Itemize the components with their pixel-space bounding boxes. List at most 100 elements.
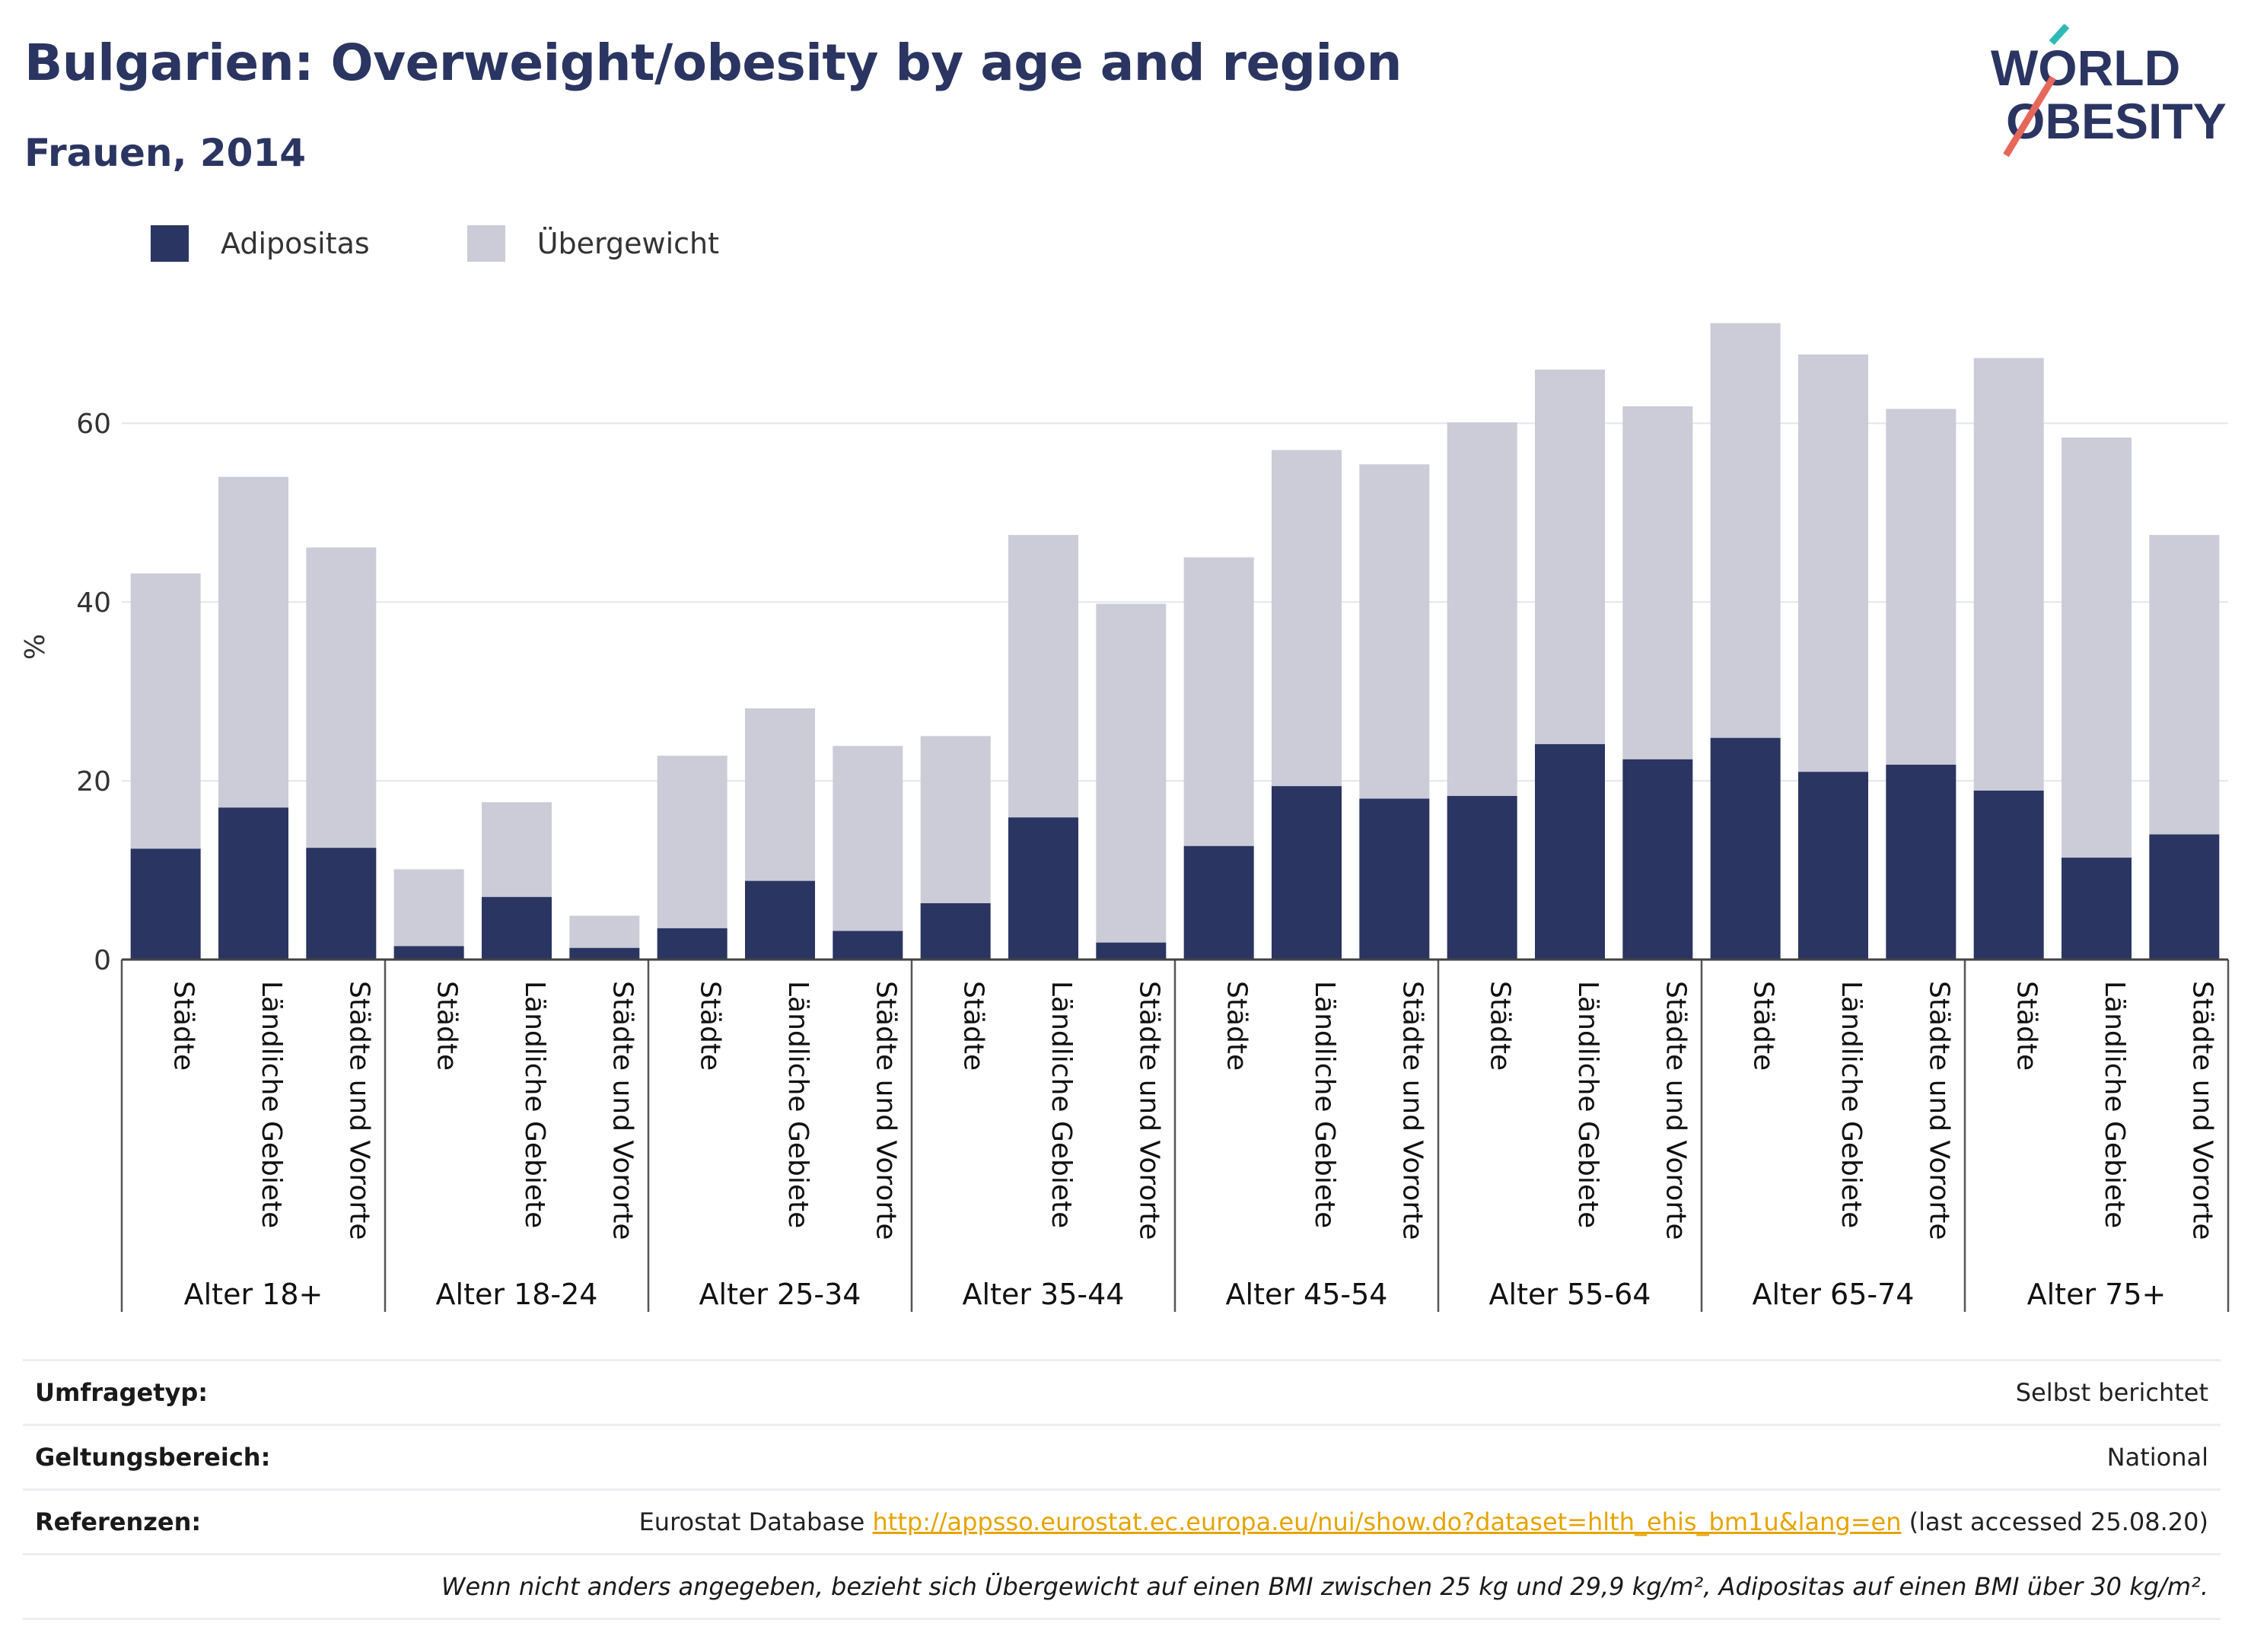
- bmi-definition-note: Wenn nicht anders angegeben, bezieht sic…: [441, 1572, 2208, 1601]
- bar-adipositas: [130, 848, 201, 960]
- bar-uebergewicht: [1447, 422, 1517, 797]
- group-label: Alter 45-54: [1226, 1278, 1388, 1311]
- y-axis-label: %: [20, 634, 51, 660]
- bar-adipositas: [1447, 796, 1517, 960]
- bar-uebergewicht: [1886, 409, 1956, 765]
- category-label: Ländliche Gebiete: [2099, 981, 2130, 1228]
- category-label: Städte: [1485, 981, 1516, 1071]
- bar-uebergewicht: [393, 869, 464, 947]
- bar-uebergewicht: [218, 476, 288, 808]
- group-label: Alter 55-64: [1489, 1278, 1651, 1311]
- bar-uebergewicht: [1008, 535, 1078, 818]
- category-label: Ländliche Gebiete: [1309, 981, 1340, 1228]
- category-label: Ländliche Gebiete: [1572, 981, 1603, 1228]
- references-label: Referenzen:: [35, 1507, 202, 1536]
- reference-accessed: (last accessed 25.08.20): [1909, 1507, 2208, 1536]
- bar-uebergewicht: [1096, 603, 1167, 943]
- category-label: Städte und Vororte: [1660, 981, 1691, 1240]
- category-label: Städte: [1748, 981, 1779, 1071]
- reference-link[interactable]: http://appsso.eurostat.ec.europa.eu/nui/…: [872, 1507, 1902, 1536]
- bar-uebergewicht: [1359, 464, 1430, 799]
- category-label: Städte: [431, 981, 463, 1071]
- bar-uebergewicht: [920, 736, 991, 903]
- category-label: Ländliche Gebiete: [782, 981, 813, 1228]
- bar-adipositas: [218, 807, 288, 960]
- bar-uebergewicht: [657, 756, 728, 928]
- bar-adipositas: [1622, 759, 1693, 960]
- category-label: Städte und Vororte: [343, 981, 374, 1240]
- y-tick-label: 40: [76, 587, 111, 619]
- bar-adipositas: [393, 946, 464, 960]
- bar-adipositas: [1710, 737, 1781, 960]
- bar-adipositas: [482, 896, 552, 960]
- bar-uebergewicht: [2149, 535, 2220, 835]
- y-tick-label: 20: [76, 766, 111, 797]
- category-label: Städte und Vororte: [1923, 981, 1954, 1240]
- group-label: Alter 35-44: [963, 1278, 1125, 1311]
- legend-item-uebergewicht[interactable]: Übergewicht: [466, 225, 719, 262]
- y-tick-label: 0: [94, 945, 111, 976]
- legend-swatch-uebergewicht: [466, 225, 505, 262]
- category-label: Städte: [2011, 981, 2042, 1071]
- meta-row-note: Wenn nicht anders angegeben, bezieht sic…: [23, 1553, 2221, 1620]
- bar-adipositas: [2062, 858, 2132, 960]
- bar-uebergewicht: [1622, 406, 1693, 759]
- bar-uebergewicht: [1535, 369, 1605, 744]
- legend-label-uebergewicht: Übergewicht: [536, 227, 719, 260]
- survey-type-value: Selbst berichtet: [2015, 1378, 2208, 1407]
- bar-uebergewicht: [1973, 358, 2044, 791]
- category-label: Städte: [695, 981, 726, 1071]
- bar-uebergewicht: [482, 802, 552, 897]
- group-label: Alter 75+: [2027, 1278, 2167, 1311]
- world-obesity-logo: WORLD OBESITY: [1991, 24, 2227, 158]
- bar-uebergewicht: [1710, 323, 1781, 738]
- bar-adipositas: [1798, 772, 1868, 960]
- svg-text:OBESITY: OBESITY: [2006, 93, 2227, 149]
- bar-adipositas: [920, 902, 991, 960]
- scope-value: National: [2106, 1443, 2208, 1472]
- bar-adipositas: [745, 880, 815, 960]
- category-label: Ländliche Gebiete: [519, 981, 550, 1228]
- scope-label: Geltungsbereich:: [35, 1443, 271, 1472]
- category-label: Städte und Vororte: [1396, 981, 1428, 1240]
- legend-item-adipositas[interactable]: Adipositas: [151, 225, 370, 262]
- category-label: Städte und Vororte: [870, 981, 901, 1240]
- svg-text:WORLD: WORLD: [1991, 40, 2180, 96]
- category-label: Städte und Vororte: [2186, 981, 2218, 1240]
- category-label: Ländliche Gebiete: [1836, 981, 1867, 1228]
- y-tick-label: 60: [76, 409, 111, 440]
- category-label: Städte: [168, 981, 199, 1071]
- bar-uebergewicht: [1798, 354, 1868, 772]
- bar-adipositas: [1272, 786, 1342, 960]
- bar-adipositas: [1535, 743, 1605, 960]
- bar-adipositas: [1183, 845, 1254, 960]
- legend-swatch-adipositas: [151, 225, 189, 262]
- category-label: Städte: [1221, 981, 1253, 1071]
- chart-legend: Adipositas Übergewicht: [151, 225, 795, 262]
- bar-adipositas: [833, 931, 903, 960]
- meta-row-survey: Umfragetyp: Selbst berichtet: [23, 1359, 2221, 1424]
- bar-adipositas: [1008, 817, 1078, 960]
- group-label: Alter 65-74: [1753, 1278, 1915, 1311]
- bar-adipositas: [569, 947, 640, 960]
- bar-adipositas: [2149, 834, 2220, 960]
- reference-source: Eurostat Database: [638, 1507, 865, 1536]
- bar-uebergewicht: [1183, 557, 1254, 846]
- category-label: Städte und Vororte: [1133, 981, 1164, 1240]
- bar-adipositas: [1359, 798, 1430, 960]
- category-label: Städte und Vororte: [607, 981, 638, 1240]
- group-label: Alter 18-24: [436, 1278, 598, 1311]
- bar-uebergewicht: [1272, 450, 1342, 787]
- bar-uebergewicht: [745, 708, 815, 881]
- bar-adipositas: [1973, 790, 2044, 960]
- bar-uebergewicht: [569, 915, 640, 948]
- bar-adipositas: [1886, 764, 1956, 960]
- bar-uebergewicht: [306, 547, 377, 848]
- legend-label-adipositas: Adipositas: [221, 227, 370, 260]
- category-label: Ländliche Gebiete: [256, 981, 287, 1228]
- stacked-bar-chart: 0 20 40 60% Städte Ländliche Gebiete Städte un…: [20, 323, 2230, 1312]
- chart-title: Bulgarien: Overweight/obesity by age and…: [24, 33, 1402, 92]
- bar-adipositas: [657, 928, 728, 960]
- bar-uebergewicht: [2062, 437, 2132, 858]
- bar-uebergewicht: [130, 573, 201, 849]
